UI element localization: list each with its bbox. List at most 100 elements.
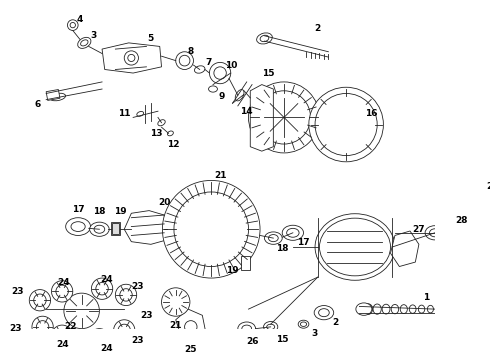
Circle shape [128, 54, 135, 62]
Text: 27: 27 [413, 225, 425, 234]
Circle shape [118, 324, 130, 337]
Circle shape [96, 283, 108, 295]
Text: 4: 4 [77, 15, 83, 24]
Circle shape [68, 20, 78, 31]
Text: 23: 23 [10, 324, 22, 333]
Circle shape [309, 87, 383, 162]
Text: 2: 2 [315, 24, 321, 33]
Ellipse shape [364, 304, 372, 314]
Circle shape [64, 293, 99, 329]
Text: 26: 26 [246, 337, 259, 346]
Ellipse shape [267, 324, 275, 329]
Circle shape [56, 329, 68, 342]
Polygon shape [391, 231, 419, 266]
Ellipse shape [265, 232, 282, 244]
Text: 8: 8 [188, 47, 194, 56]
Circle shape [34, 294, 46, 306]
Ellipse shape [391, 305, 399, 314]
Ellipse shape [287, 228, 299, 237]
Text: 23: 23 [11, 287, 24, 296]
Text: 5: 5 [148, 34, 154, 43]
Ellipse shape [50, 93, 66, 101]
Text: 24: 24 [56, 340, 69, 349]
Circle shape [209, 62, 231, 84]
Circle shape [477, 204, 490, 219]
Ellipse shape [446, 226, 455, 232]
Ellipse shape [209, 86, 218, 92]
Ellipse shape [242, 325, 251, 332]
Text: 12: 12 [167, 140, 179, 149]
Ellipse shape [235, 90, 244, 101]
Text: 23: 23 [131, 282, 144, 291]
Ellipse shape [430, 229, 440, 237]
Text: 24: 24 [58, 278, 70, 287]
Text: 24: 24 [100, 344, 113, 353]
Text: 21: 21 [214, 171, 226, 180]
Circle shape [93, 333, 106, 346]
Text: 23: 23 [140, 311, 153, 320]
Circle shape [480, 208, 487, 215]
Text: 19: 19 [226, 266, 239, 275]
Ellipse shape [80, 40, 88, 46]
Text: 16: 16 [365, 109, 377, 118]
Text: 17: 17 [297, 238, 310, 247]
Ellipse shape [158, 120, 165, 126]
Text: 18: 18 [93, 207, 106, 216]
Polygon shape [102, 43, 162, 73]
Ellipse shape [373, 304, 381, 314]
Circle shape [51, 281, 73, 302]
Text: 3: 3 [311, 329, 318, 338]
Circle shape [179, 55, 190, 66]
Bar [111, 222, 120, 235]
Text: 10: 10 [224, 60, 237, 69]
Ellipse shape [443, 224, 459, 235]
Text: 9: 9 [219, 92, 225, 101]
Circle shape [36, 321, 49, 333]
Ellipse shape [260, 35, 269, 42]
Polygon shape [176, 309, 206, 340]
Ellipse shape [315, 214, 395, 280]
Text: 24: 24 [100, 275, 113, 284]
Ellipse shape [195, 66, 205, 73]
Text: 21: 21 [170, 321, 182, 330]
Circle shape [115, 284, 137, 306]
Text: 29: 29 [486, 182, 490, 191]
Text: 15: 15 [262, 69, 274, 78]
Text: 25: 25 [185, 345, 197, 354]
Ellipse shape [66, 218, 91, 235]
Circle shape [248, 82, 319, 153]
Ellipse shape [71, 222, 85, 231]
Circle shape [124, 51, 139, 65]
Circle shape [92, 278, 113, 300]
Ellipse shape [318, 309, 329, 317]
Ellipse shape [257, 33, 272, 44]
Text: 2: 2 [332, 318, 339, 327]
Circle shape [89, 329, 110, 350]
Ellipse shape [382, 304, 390, 314]
Bar [242, 256, 250, 270]
Ellipse shape [409, 305, 416, 313]
Ellipse shape [400, 305, 407, 314]
Text: 18: 18 [276, 244, 289, 253]
Polygon shape [463, 194, 490, 226]
Polygon shape [124, 211, 167, 244]
Text: 13: 13 [150, 129, 163, 138]
Circle shape [120, 289, 132, 301]
Ellipse shape [314, 306, 334, 320]
Circle shape [257, 91, 311, 144]
Circle shape [176, 52, 194, 69]
Text: 28: 28 [455, 216, 468, 225]
Circle shape [315, 94, 377, 156]
Text: 3: 3 [90, 31, 97, 40]
Ellipse shape [90, 222, 109, 237]
Circle shape [174, 192, 248, 266]
Circle shape [70, 22, 75, 28]
Text: 17: 17 [72, 205, 84, 214]
Ellipse shape [168, 131, 173, 136]
Circle shape [162, 288, 190, 316]
Ellipse shape [282, 225, 303, 240]
Circle shape [32, 316, 53, 338]
Circle shape [214, 67, 226, 79]
Text: 6: 6 [34, 100, 40, 109]
Circle shape [114, 320, 135, 341]
